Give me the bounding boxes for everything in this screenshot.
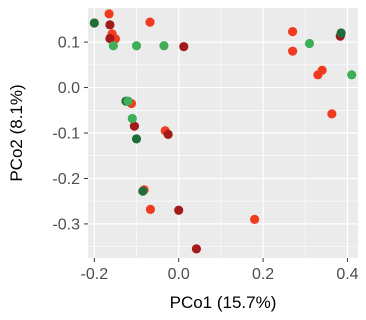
data-point [288,46,298,56]
x-tick-label: 0.4 [336,266,358,283]
data-point [304,38,315,49]
data-points [89,9,357,254]
y-tick-label: -0.2 [52,171,80,188]
data-point [159,41,169,51]
data-point [131,134,142,144]
x-tick-label: 0.2 [252,266,274,283]
data-point [250,214,260,224]
data-point [336,28,346,38]
axis-ticks: -0.2 0.0 0.2 0.4 0.1 0.0 -0.1 -0.2 -0.3 [52,35,358,283]
x-tick-label: 0.0 [168,266,190,283]
y-axis-title: PCo2 (8.1%) [7,84,26,181]
data-point [104,9,114,19]
data-point [105,33,115,44]
data-point [327,109,337,119]
data-point [131,41,142,51]
data-point [179,42,189,52]
data-point [313,70,323,80]
data-point [129,121,140,131]
data-point [89,18,99,28]
data-point [191,244,202,254]
y-tick-label: -0.1 [52,126,80,143]
data-point [123,96,133,106]
x-axis-title: PCo1 (15.7%) [170,293,277,312]
y-tick-label: 0.1 [58,35,80,52]
data-point [127,113,137,124]
data-point [174,205,184,215]
data-point [163,129,173,139]
grid-lines [88,8,358,258]
data-point [138,186,148,196]
data-point [108,41,118,51]
y-tick-label: 0.0 [58,80,80,97]
data-point [145,17,155,27]
data-point [105,20,115,30]
data-point [288,27,298,37]
y-tick-label: -0.3 [52,216,80,233]
data-point [347,70,357,80]
x-tick-label: -0.2 [81,266,109,283]
data-point [145,204,156,214]
